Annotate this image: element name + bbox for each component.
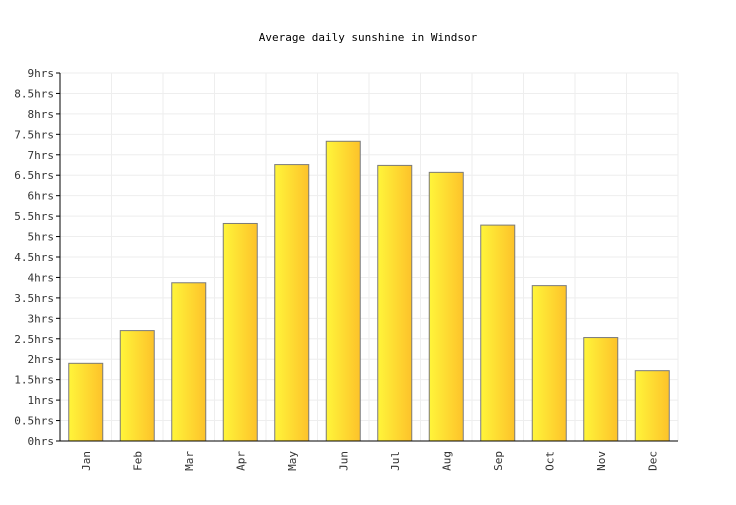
y-tick-label: 1hrs [28, 394, 55, 407]
y-tick-label: 2hrs [28, 353, 55, 366]
bar-dec [634, 370, 670, 442]
x-tick-label: Mar [183, 451, 196, 471]
bar-sep [480, 224, 516, 442]
y-tick-label: 1.5hrs [14, 374, 54, 387]
x-tick-label: Apr [234, 451, 247, 471]
bar-apr [222, 222, 258, 442]
y-tick-label: 6hrs [28, 190, 55, 203]
x-tick-label: Aug [440, 451, 453, 471]
y-tick-label: 5.5hrs [14, 210, 54, 223]
y-tick-label: 0.5hrs [14, 415, 54, 428]
y-tick-label: 6.5hrs [14, 169, 54, 182]
grid-lines [60, 72, 679, 441]
y-tick-label: 3.5hrs [14, 292, 54, 305]
y-tick-label: 7hrs [28, 149, 55, 162]
bar-may [274, 164, 310, 442]
x-tick-label: Nov [595, 451, 608, 471]
x-tick-label: Oct [543, 451, 556, 471]
axes [56, 72, 678, 442]
bar-oct [531, 285, 567, 442]
y-tick-label: 9hrs [28, 67, 55, 80]
bar-jun [325, 140, 361, 442]
x-tick-label: Jan [80, 451, 93, 471]
bar-feb [119, 330, 155, 442]
bar-aug [428, 171, 464, 442]
y-tick-label: 8.5hrs [14, 87, 54, 100]
y-tick-label: 5hrs [28, 231, 55, 244]
bar-jan [68, 362, 104, 442]
x-tick-label: Feb [131, 451, 144, 471]
y-tick-label: 8hrs [28, 108, 55, 121]
chart-title: Average daily sunshine in Windsor [259, 31, 478, 44]
x-tick-label: Sep [492, 451, 505, 471]
x-tick-label: Dec [646, 451, 659, 471]
x-tick-label: May [286, 451, 299, 471]
y-tick-label: 0hrs [28, 435, 55, 448]
y-tick-label: 3hrs [28, 312, 55, 325]
x-tick-labels: Jan Feb Mar Apr May Jun Jul Aug Sep Oct Nov Dec [80, 451, 660, 471]
y-tick-labels: 0hrs 0.5hrs 1hrs 1.5hrs 2hrs 2.5hrs 3hrs 3.5hrs… [14, 67, 54, 448]
y-tick-label: 4.5hrs [14, 251, 54, 264]
bar-nov [583, 337, 619, 442]
y-tick-label: 7.5hrs [14, 128, 54, 141]
y-tick-label: 4hrs [28, 271, 55, 284]
x-tick-label: Jun [337, 451, 350, 471]
bar-jul [377, 164, 413, 442]
bar-mar [171, 282, 207, 442]
y-tick-label: 2.5hrs [14, 333, 54, 346]
x-tick-label: Jul [389, 451, 402, 471]
